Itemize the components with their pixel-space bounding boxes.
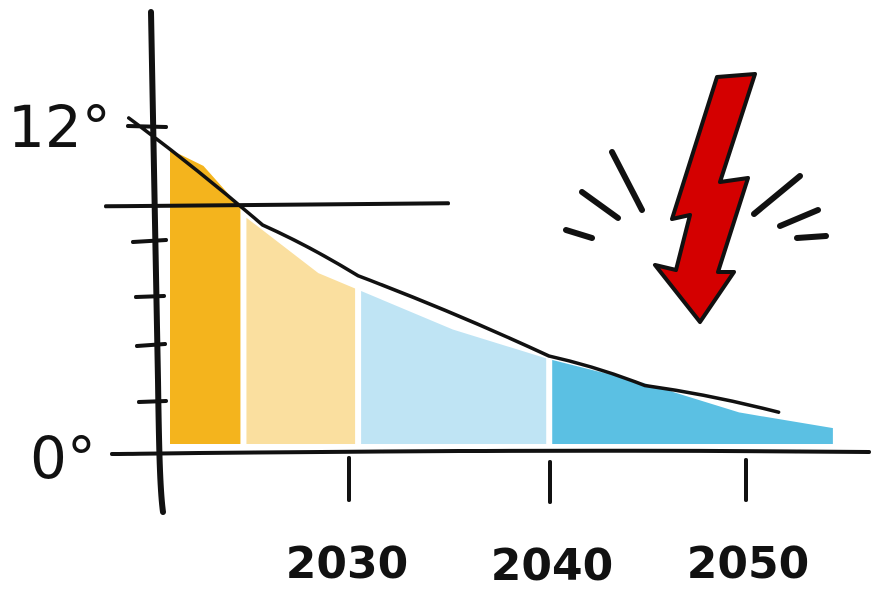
- x-label-2040: 2040: [491, 540, 613, 591]
- y-tick: [135, 342, 167, 348]
- x-label-2050: 2050: [687, 538, 809, 589]
- warning-rays: [563, 149, 829, 241]
- x-label-2030: 2030: [286, 538, 408, 589]
- x-ticks: [347, 456, 748, 504]
- chart-areas: [164, 141, 839, 450]
- chart-trend: [127, 116, 781, 414]
- y-tick: [126, 124, 168, 129]
- y-label-0: 0°: [30, 424, 96, 492]
- y-label-12: 12°: [8, 93, 111, 161]
- x-axis: [110, 448, 871, 456]
- y-ticks: [126, 124, 168, 404]
- y-tick: [134, 294, 166, 299]
- lightning-bolt-icon: [563, 72, 829, 324]
- y-tick: [137, 399, 168, 404]
- y-axis: [148, 9, 166, 515]
- trend-line: [127, 116, 781, 414]
- area-band-4: [164, 141, 247, 450]
- y-tick: [131, 238, 168, 244]
- threshold-line: [104, 201, 450, 209]
